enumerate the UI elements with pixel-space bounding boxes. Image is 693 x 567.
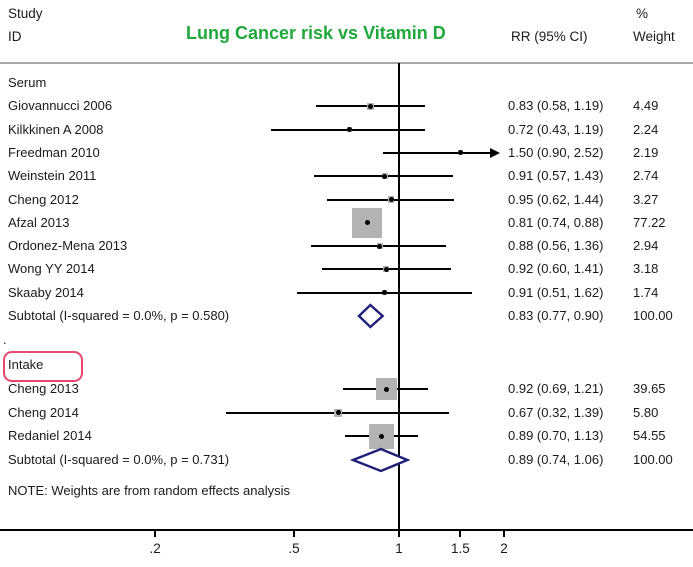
reference-line <box>398 63 400 530</box>
rr-value: 0.67 (0.32, 1.39) <box>508 404 604 420</box>
group-label: Serum <box>8 75 47 90</box>
study-label: Redaniel 2014 <box>8 428 92 444</box>
x-axis-tick <box>459 531 462 537</box>
study-label: Wong YY 2014 <box>8 261 95 277</box>
stray-period: . <box>3 332 7 347</box>
study-label: Giovannucci 2006 <box>8 98 113 114</box>
rr-value: 0.88 (0.56, 1.36) <box>508 238 604 254</box>
point-estimate-dot <box>383 266 389 272</box>
x-axis-tick <box>154 531 157 537</box>
study-label: Ordonez-Mena 2013 <box>8 238 128 254</box>
ci-line <box>383 151 490 154</box>
study-label: Freedman 2010 <box>8 144 100 160</box>
rr-value: 0.91 (0.57, 1.43) <box>508 168 604 184</box>
subtotal-diamond <box>357 303 385 329</box>
subtotal-rr-value: 0.89 (0.74, 1.06) <box>508 452 604 468</box>
point-estimate-dot <box>364 220 370 226</box>
plot-title: Lung Cancer risk vs Vitamin D <box>186 23 446 43</box>
note-text: NOTE: Weights are from random effects an… <box>8 483 291 498</box>
weight-value: 3.27 <box>633 191 659 207</box>
subtotal-diamond <box>350 447 411 473</box>
rr-value: 0.95 (0.62, 1.44) <box>508 191 604 207</box>
rr-value: 0.91 (0.51, 1.62) <box>508 284 604 300</box>
study-header-line2: ID <box>8 29 22 44</box>
group-label: Intake <box>8 357 44 372</box>
header-rule <box>0 62 693 64</box>
point-estimate-dot <box>335 410 341 416</box>
weight-value: 4.49 <box>633 98 659 114</box>
x-axis-tick <box>293 531 295 537</box>
study-label: Weinstein 2011 <box>8 168 97 184</box>
subtotal-weight-value: 100.00 <box>633 308 673 323</box>
point-estimate-dot <box>382 173 388 179</box>
point-estimate-dot <box>368 103 374 109</box>
weight-value: 5.80 <box>633 404 659 420</box>
x-axis-tick-label: 1.5 <box>451 541 470 556</box>
weight-column-header: Weight <box>633 29 675 44</box>
point-estimate-dot <box>377 243 383 249</box>
x-axis-line <box>0 529 693 531</box>
subtotal-weight-value: 100.00 <box>633 452 673 468</box>
rr-column-header: RR (95% CI) <box>511 29 588 44</box>
arrow-right-icon <box>490 147 500 158</box>
weight-value: 2.19 <box>633 144 659 160</box>
subtotal-label: Subtotal (I-squared = 0.0%, p = 0.580) <box>8 308 230 323</box>
point-estimate-dot <box>378 433 384 439</box>
subtotal-label: Subtotal (I-squared = 0.0%, p = 0.731) <box>8 452 230 468</box>
study-header-line1: Study <box>8 6 43 21</box>
point-estimate-dot <box>346 127 352 133</box>
x-axis-tick-label: 1 <box>395 541 403 556</box>
weight-value: 39.65 <box>633 381 666 396</box>
rr-value: 0.83 (0.58, 1.19) <box>508 98 604 114</box>
weight-value: 2.24 <box>633 121 659 137</box>
rr-value: 0.81 (0.74, 0.88) <box>508 214 604 230</box>
weight-value: 2.74 <box>633 168 659 184</box>
rr-value: 1.50 (0.90, 2.52) <box>508 144 604 160</box>
weight-value: 77.22 <box>633 214 666 230</box>
point-estimate-dot <box>382 290 388 296</box>
weight-value: 54.55 <box>633 428 666 444</box>
study-label: Cheng 2014 <box>8 404 79 420</box>
study-label: Cheng 2013 <box>8 381 79 396</box>
study-label: Kilkkinen A 2008 <box>8 121 104 137</box>
weight-value: 2.94 <box>633 238 659 254</box>
study-label: Cheng 2012 <box>8 191 79 207</box>
intake-highlight-box <box>3 351 83 382</box>
weight-value: 1.74 <box>633 284 659 300</box>
x-axis-tick-label: .2 <box>149 541 161 556</box>
subtotal-rr-value: 0.83 (0.77, 0.90) <box>508 308 604 323</box>
study-label: Afzal 2013 <box>8 214 70 230</box>
x-axis-tick-label: .5 <box>288 541 300 556</box>
x-axis-tick <box>398 531 400 537</box>
x-axis-tick <box>502 531 505 537</box>
rr-value: 0.72 (0.43, 1.19) <box>508 121 604 137</box>
weight-value: 3.18 <box>633 261 659 277</box>
x-axis-tick-label: 2 <box>500 541 508 556</box>
percent-header: % <box>636 6 649 21</box>
rr-value: 0.89 (0.70, 1.13) <box>508 428 604 444</box>
point-estimate-dot <box>388 197 394 202</box>
point-estimate-dot <box>383 386 389 392</box>
rr-value: 0.92 (0.60, 1.41) <box>508 261 604 277</box>
rr-value: 0.92 (0.69, 1.21) <box>508 381 604 396</box>
point-estimate-dot <box>457 150 463 156</box>
study-label: Skaaby 2014 <box>8 284 84 300</box>
